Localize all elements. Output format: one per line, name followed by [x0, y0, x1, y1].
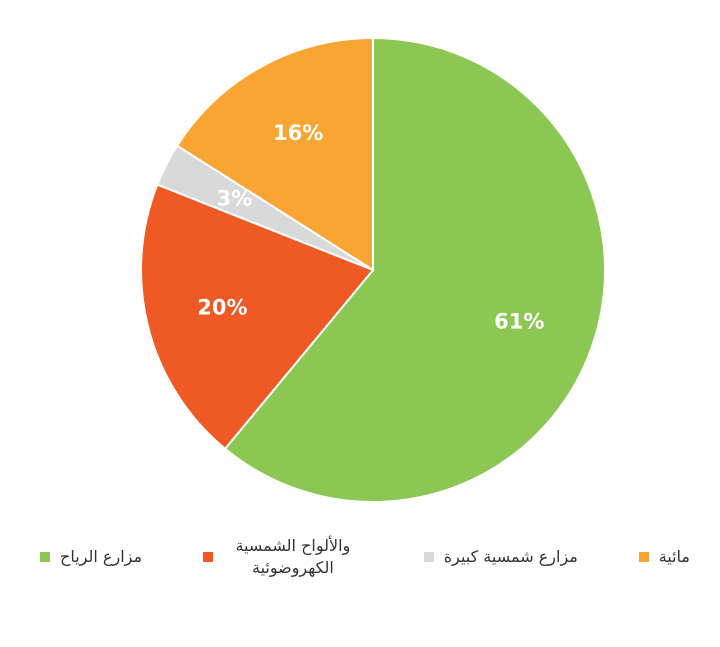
legend-item: والألواح الشمسية الكهروضوئية	[202, 535, 363, 580]
legend-label: مزارع الرياح	[60, 547, 143, 567]
value-label: 20%	[197, 296, 247, 320]
pie-slice	[140, 183, 375, 451]
legend: مائية مزارع شمسية كبيرة والألواح الشمسية ا…	[40, 535, 690, 580]
legend-swatch	[423, 552, 434, 563]
pie-chart: 61%20%3%16%	[140, 36, 606, 503]
pie-slice	[223, 36, 606, 503]
value-label: 16%	[273, 121, 323, 145]
legend-item: مزارع شمسية كبيرة	[423, 546, 578, 568]
legend-label: مائية	[658, 547, 690, 567]
legend-item: مزارع الرياح	[40, 546, 142, 568]
legend-swatch	[202, 552, 213, 563]
legend-swatch	[638, 552, 649, 563]
legend-swatch	[40, 552, 51, 563]
legend-item: مائية	[638, 546, 690, 568]
pie-slice	[175, 36, 374, 272]
value-label: 61%	[494, 310, 544, 334]
legend-label: والألواح الشمسية الكهروضوئية	[235, 536, 351, 578]
legend-label: مزارع شمسية كبيرة	[443, 547, 578, 567]
